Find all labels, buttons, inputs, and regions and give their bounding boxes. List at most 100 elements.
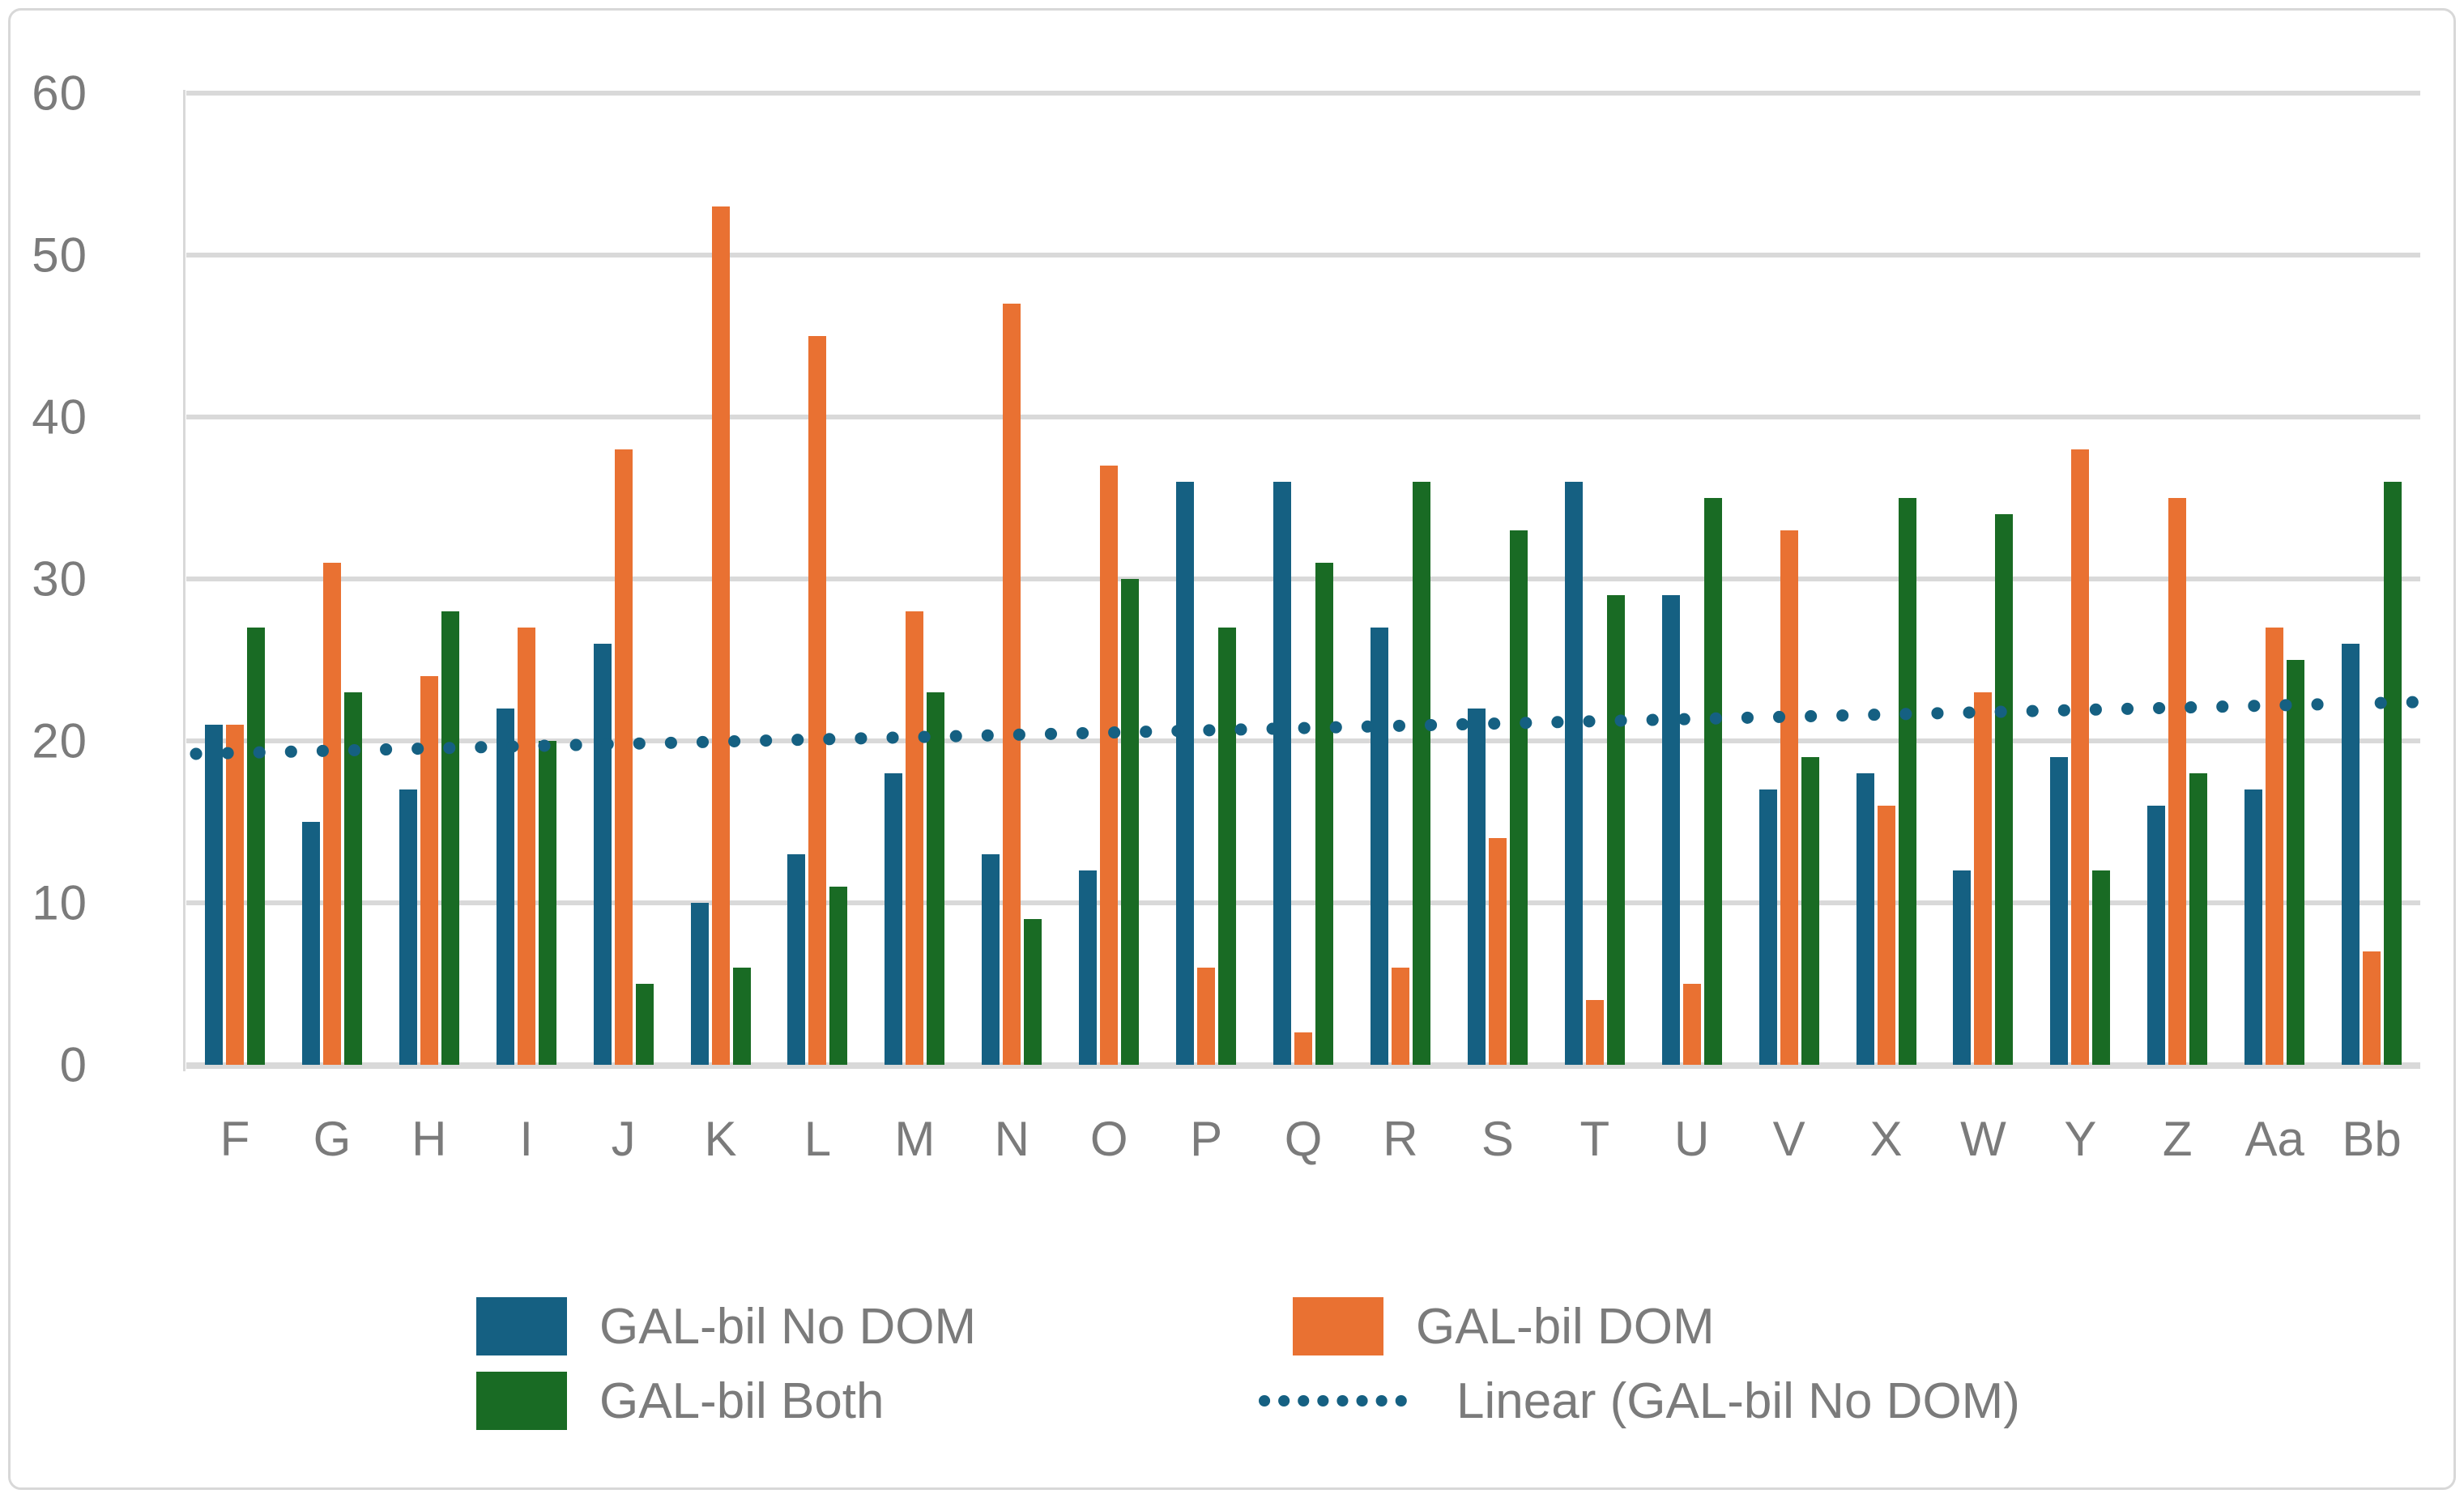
- bar-gal-bil-no-dom-G: [301, 822, 320, 1065]
- bar-gal-bil-dom-R: [1391, 968, 1409, 1065]
- bar-gal-bil-dom-O: [1100, 466, 1119, 1065]
- gridline-y-10: [186, 900, 2420, 905]
- bar-gal-bil-dom-K: [711, 206, 730, 1065]
- bar-gal-bil-dom-Bb: [2363, 951, 2381, 1065]
- bar-gal-bil-both-V: [1801, 757, 1819, 1065]
- x-category-label-Aa: Aa: [2244, 1112, 2304, 1166]
- bar-gal-bil-both-L: [829, 887, 848, 1065]
- bar-gal-bil-both-X: [1898, 498, 1916, 1065]
- x-category-label-Z: Z: [2162, 1112, 2193, 1166]
- x-category-label-X: X: [1869, 1112, 1903, 1166]
- bar-gal-bil-no-dom-Q: [1273, 482, 1292, 1065]
- y-axis-line: [183, 90, 185, 1071]
- x-category-label-I: I: [519, 1112, 534, 1166]
- bar-gal-bil-no-dom-K: [690, 903, 709, 1065]
- bar-gal-bil-dom-U: [1682, 984, 1701, 1065]
- x-category-label-J: J: [611, 1112, 636, 1166]
- bar-gal-bil-dom-X: [1877, 806, 1895, 1065]
- bar-gal-bil-dom-Z: [2168, 498, 2187, 1065]
- bar-gal-bil-both-W: [1995, 514, 2014, 1065]
- bar-gal-bil-dom-P: [1197, 968, 1216, 1065]
- bar-gal-bil-both-I: [538, 741, 556, 1065]
- x-category-label-Bb: Bb: [2342, 1112, 2402, 1166]
- bar-gal-bil-both-Y: [2092, 870, 2111, 1065]
- bar-gal-bil-dom-N: [1003, 304, 1021, 1065]
- bar-gal-bil-dom-T: [1585, 1000, 1604, 1065]
- bar-gal-bil-both-G: [343, 692, 362, 1065]
- legend-label-linear: Linear (GAL-bil No DOM): [1456, 1372, 2020, 1429]
- bar-gal-bil-dom-F: [226, 725, 244, 1065]
- bar-gal-bil-dom-S: [1488, 838, 1507, 1065]
- bar-gal-bil-dom-H: [420, 676, 438, 1065]
- legend-swatch-dom: [1293, 1297, 1383, 1355]
- x-category-label-K: K: [704, 1112, 737, 1166]
- bar-gal-bil-both-S: [1509, 530, 1528, 1065]
- x-category-label-S: S: [1481, 1112, 1514, 1166]
- bar-gal-bil-no-dom-S: [1467, 709, 1486, 1065]
- x-category-label-T: T: [1579, 1112, 1610, 1166]
- bar-gal-bil-no-dom-P: [1176, 482, 1195, 1065]
- bar-gal-bil-both-Z: [2189, 773, 2208, 1065]
- gridline-y-40: [186, 415, 2420, 419]
- x-category-label-R: R: [1383, 1112, 1418, 1166]
- x-category-label-F: F: [220, 1112, 250, 1166]
- bar-gal-bil-no-dom-N: [982, 854, 1000, 1065]
- bar-gal-bil-both-M: [927, 692, 945, 1065]
- gridline-y-0: [186, 1062, 2420, 1069]
- y-tick-label-10: 10: [32, 875, 87, 930]
- y-tick-label-50: 50: [32, 228, 87, 283]
- bar-gal-bil-both-N: [1024, 919, 1042, 1065]
- bar-gal-bil-both-Bb: [2384, 482, 2402, 1065]
- y-tick-label-30: 30: [32, 551, 87, 606]
- bar-gal-bil-no-dom-F: [205, 725, 223, 1065]
- bar-gal-bil-no-dom-Y: [2050, 757, 2069, 1065]
- legend-item-dom: GAL-bil DOM: [1293, 1297, 1715, 1355]
- bar-gal-bil-both-U: [1703, 498, 1722, 1065]
- x-category-label-W: W: [1960, 1112, 2006, 1166]
- x-category-label-M: M: [894, 1112, 936, 1166]
- legend-label-no-dom: GAL-bil No DOM: [599, 1298, 977, 1355]
- bar-gal-bil-no-dom-M: [885, 773, 903, 1065]
- bar-gal-bil-both-R: [1412, 482, 1430, 1065]
- x-category-label-Q: Q: [1284, 1112, 1323, 1166]
- legend-item-no-dom: GAL-bil No DOM: [476, 1297, 976, 1355]
- x-category-label-P: P: [1190, 1112, 1223, 1166]
- bar-gal-bil-no-dom-I: [496, 709, 514, 1065]
- bar-gal-bil-both-K: [732, 968, 751, 1065]
- legend-swatch-no-dom: [476, 1297, 567, 1355]
- x-category-label-U: U: [1674, 1112, 1710, 1166]
- bar-gal-bil-no-dom-O: [1079, 870, 1098, 1065]
- bar-gal-bil-dom-Q: [1294, 1032, 1313, 1065]
- x-category-label-G: G: [313, 1112, 352, 1166]
- legend-label-both: GAL-bil Both: [599, 1372, 885, 1429]
- x-category-label-V: V: [1772, 1112, 1805, 1166]
- gridline-y-60: [186, 91, 2420, 96]
- bar-gal-bil-both-Aa: [2287, 660, 2305, 1065]
- x-category-label-N: N: [994, 1112, 1030, 1166]
- gridline-y-30: [186, 577, 2420, 581]
- bar-gal-bil-no-dom-V: [1758, 789, 1777, 1065]
- x-category-label-H: H: [411, 1112, 447, 1166]
- bar-gal-bil-no-dom-H: [399, 789, 417, 1065]
- y-tick-label-60: 60: [32, 66, 87, 121]
- y-tick-label-0: 0: [59, 1037, 87, 1092]
- bar-gal-bil-no-dom-L: [787, 854, 806, 1065]
- legend-item-both: GAL-bil Both: [476, 1372, 885, 1430]
- bar-gal-bil-no-dom-Aa: [2244, 789, 2263, 1065]
- bar-gal-bil-no-dom-T: [1564, 482, 1583, 1065]
- bar-gal-bil-dom-V: [1780, 530, 1798, 1065]
- legend-item-linear: Linear (GAL-bil No DOM): [1258, 1372, 2020, 1430]
- bar-gal-bil-dom-G: [322, 563, 341, 1065]
- legend-label-dom: GAL-bil DOM: [1416, 1298, 1715, 1355]
- bar-gal-bil-dom-W: [1974, 692, 1993, 1065]
- bar-gal-bil-both-J: [635, 984, 654, 1065]
- x-category-label-L: L: [804, 1112, 832, 1166]
- legend-dotted-line-icon: [1259, 1395, 1424, 1407]
- bar-gal-bil-no-dom-Z: [2147, 806, 2166, 1065]
- gridline-y-50: [186, 253, 2420, 257]
- bar-gal-bil-no-dom-W: [1953, 870, 1972, 1065]
- y-tick-label-40: 40: [32, 389, 87, 445]
- y-tick-label-20: 20: [32, 713, 87, 768]
- x-category-label-Y: Y: [2064, 1112, 2097, 1166]
